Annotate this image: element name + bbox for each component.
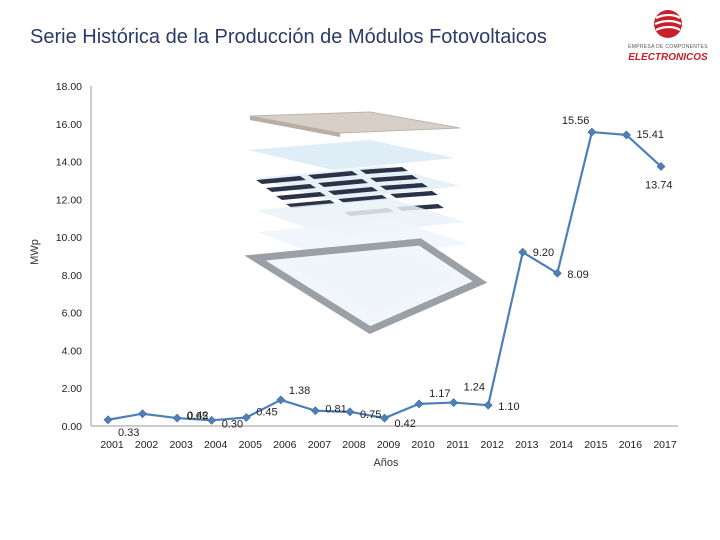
y-tick-label: 4.00 xyxy=(62,345,83,357)
data-label: 0.45 xyxy=(256,407,277,419)
y-tick-label: 2.00 xyxy=(62,383,83,395)
data-point xyxy=(656,162,666,171)
y-axis-title: MWp xyxy=(29,239,41,265)
data-label: 8.09 xyxy=(567,269,588,281)
data-point xyxy=(345,407,355,417)
x-tick-label: 2003 xyxy=(169,439,193,451)
x-tick-label: 2015 xyxy=(584,439,608,451)
data-label: 15.56 xyxy=(562,115,590,127)
y-tick-label: 6.00 xyxy=(62,308,83,320)
data-point xyxy=(483,400,493,410)
x-tick-label: 2006 xyxy=(273,439,297,451)
solar-panel-illustration-icon xyxy=(244,111,488,334)
data-label: 0.30 xyxy=(222,418,243,430)
x-axis: 2001 2002 2003 2004 2005 2006 2007 2008 2009 2010… xyxy=(91,425,678,451)
data-label: 0.75 xyxy=(360,409,381,421)
data-point xyxy=(449,398,459,408)
data-label: 9.20 xyxy=(533,247,554,259)
data-label: 0.81 xyxy=(325,404,346,416)
page-title: Serie Histórica de la Producción de Módu… xyxy=(30,26,547,48)
x-tick-label: 2007 xyxy=(308,439,332,451)
x-tick-label: 2009 xyxy=(377,439,401,451)
data-label: 0.65 xyxy=(187,411,208,423)
data-point xyxy=(310,406,320,416)
data-point xyxy=(207,415,217,425)
x-tick-label: 2001 xyxy=(100,439,124,451)
data-point xyxy=(622,130,631,140)
y-tick-label: 10.00 xyxy=(56,232,82,244)
data-label: 0.42 xyxy=(187,410,208,422)
data-point xyxy=(172,413,182,423)
logo-subtitle: EMPRESA DE COMPONENTES xyxy=(628,44,708,50)
x-tick-label: 2012 xyxy=(481,439,505,451)
x-tick-label: 2010 xyxy=(411,439,435,451)
y-tick-label: 16.00 xyxy=(56,119,82,131)
company-logo: EMPRESA DE COMPONENTES ELECTRONICOS xyxy=(626,6,710,64)
data-point xyxy=(276,395,286,405)
data-point xyxy=(138,409,147,419)
data-point xyxy=(103,415,113,425)
x-tick-label: 2004 xyxy=(204,439,228,451)
data-label: 1.24 xyxy=(464,382,485,394)
y-tick-label: 8.00 xyxy=(62,270,83,282)
y-tick-label: 12.00 xyxy=(56,194,82,206)
x-tick-label: 2002 xyxy=(135,439,159,451)
logo-emblem-icon xyxy=(654,10,682,38)
data-label: 13.74 xyxy=(645,179,673,191)
data-point xyxy=(587,127,597,137)
data-point xyxy=(414,399,424,409)
data-point xyxy=(241,413,251,422)
data-label: 15.41 xyxy=(636,129,664,141)
x-tick-label: 2013 xyxy=(515,439,539,451)
y-tick-label: 18.00 xyxy=(56,81,82,93)
series: 0.330.650.420.300.451.380.81 0.750.421.17… xyxy=(103,115,673,439)
data-point xyxy=(380,413,389,423)
x-tick-label: 2011 xyxy=(446,439,469,451)
data-label: 1.17 xyxy=(429,388,450,400)
x-tick-label: 2008 xyxy=(342,439,366,451)
x-tick-label: 2014 xyxy=(550,439,574,451)
logo-brand: ELECTRONICOS xyxy=(628,52,708,63)
x-tick-label: 2016 xyxy=(619,439,643,451)
x-tick-label: 2005 xyxy=(239,439,263,451)
y-axis: 0.00 2.00 4.00 6.00 8.00 10.00 12.00 14.00 16.00… xyxy=(56,81,92,433)
data-point xyxy=(518,247,528,257)
x-tick-label: 2017 xyxy=(653,439,677,451)
data-label: 1.38 xyxy=(289,385,310,397)
y-tick-label: 0.00 xyxy=(62,421,83,433)
y-tick-label: 14.00 xyxy=(56,157,82,169)
x-axis-title: Años xyxy=(373,457,399,469)
data-label: 0.33 xyxy=(118,427,139,439)
data-point xyxy=(552,268,562,278)
data-label: 0.42 xyxy=(395,418,416,430)
data-label: 1.10 xyxy=(498,401,519,413)
